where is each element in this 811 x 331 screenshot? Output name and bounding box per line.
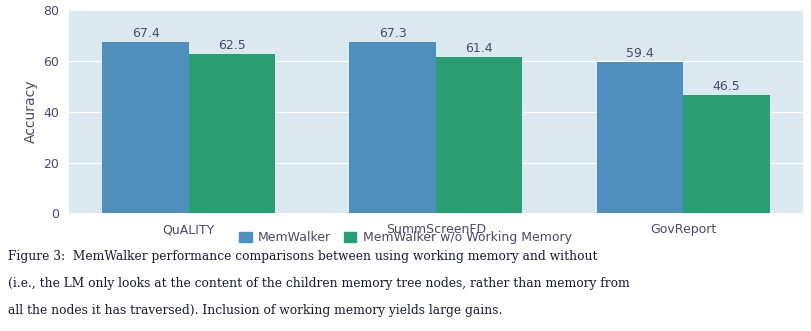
Text: 62.5: 62.5 (218, 39, 246, 52)
Bar (597, 62, 683, 213)
Text: (i.e., the LM only looks at the content of the children memory tree nodes, rathe: (i.e., the LM only looks at the content … (8, 277, 630, 290)
Legend: MemWalker, MemWalker w/o Working Memory: MemWalker, MemWalker w/o Working Memory (234, 226, 577, 249)
Y-axis label: Accuracy: Accuracy (24, 80, 37, 143)
Text: 59.4: 59.4 (626, 47, 654, 60)
Bar (683, 95, 770, 213)
Bar (350, 42, 436, 213)
Text: 67.4: 67.4 (131, 27, 160, 40)
Text: Figure 3:  MemWalker performance comparisons between using working memory and wi: Figure 3: MemWalker performance comparis… (8, 250, 598, 263)
Bar (436, 57, 522, 213)
Text: 46.5: 46.5 (712, 80, 740, 93)
Bar (189, 55, 275, 213)
Text: 61.4: 61.4 (466, 42, 493, 55)
Text: all the nodes it has traversed). Inclusion of working memory yields large gains.: all the nodes it has traversed). Inclusi… (8, 304, 503, 317)
Bar (102, 42, 189, 213)
Text: 67.3: 67.3 (379, 27, 406, 40)
